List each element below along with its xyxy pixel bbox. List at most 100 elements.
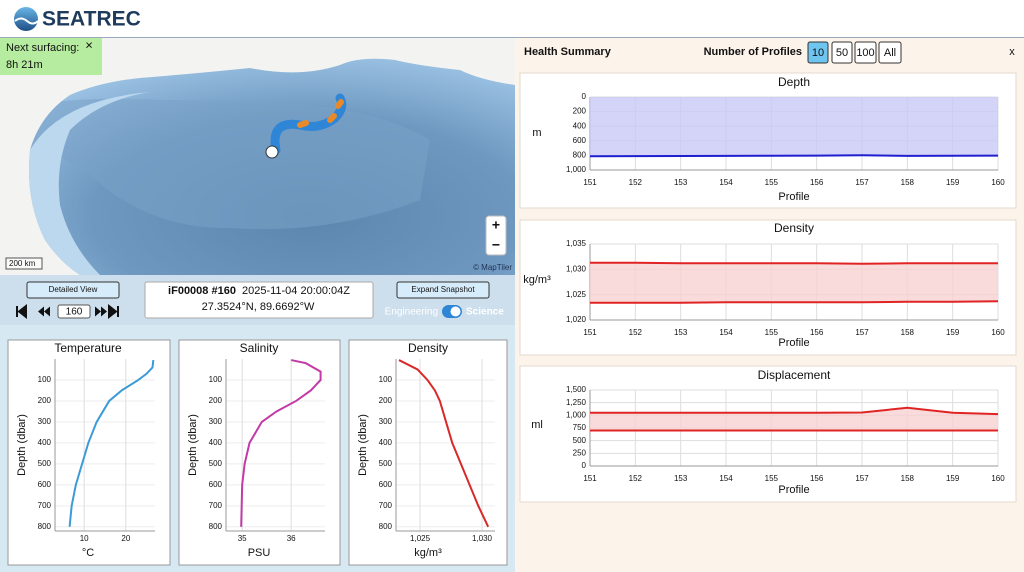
x-tick-label: 154 (719, 328, 733, 337)
y-axis-label: m (532, 127, 541, 139)
next-surfacing-value: 8h 21m (6, 59, 43, 71)
y-tick-label: 1,250 (566, 398, 587, 407)
chart: Temperature Depth (dbar) °C 100 200 300 400 500… (7, 339, 171, 566)
chart-panel (519, 365, 1017, 503)
float-track (270, 93, 347, 155)
shelf (0, 98, 430, 230)
prev-button[interactable] (38, 306, 50, 317)
logo (14, 7, 38, 31)
x-tick-label: 159 (946, 328, 960, 337)
header: SEATREC (14, 7, 141, 31)
y-tick-label: 100 (379, 375, 393, 384)
x-tick-label: 1,025 (410, 534, 431, 543)
y-tick-label: 700 (38, 501, 52, 510)
expand-snapshot-button[interactable] (396, 281, 490, 299)
x-tick-label: 153 (674, 474, 688, 483)
x-tick-label: 154 (719, 178, 733, 187)
y-tick-label: 700 (209, 501, 223, 510)
y-tick-label: 300 (38, 417, 52, 426)
health-close[interactable]: x (1009, 46, 1015, 58)
health-title: Health Summary (524, 46, 612, 58)
x-axis-label: °C (82, 547, 94, 559)
logo-wave (14, 17, 39, 25)
x-tick-label: 157 (855, 328, 869, 337)
y-tick-label: 1,500 (566, 385, 587, 394)
timestamp: 2025-11-04 20:00:04Z (242, 285, 350, 297)
chart-title: Density (774, 221, 814, 235)
zoom-out[interactable]: − (492, 237, 500, 253)
next-surfacing-label: Next surfacing: (6, 42, 79, 54)
x-tick-label: 152 (629, 328, 643, 337)
x-tick-label: 35 (238, 534, 247, 543)
y-axis-label: Depth (dbar) (16, 414, 28, 476)
profiles-option-button[interactable] (831, 41, 853, 64)
x-tick-label: 158 (901, 178, 915, 187)
position: 27.3524°N, 89.6692°W (202, 301, 315, 313)
x-tick-label: 155 (765, 178, 779, 187)
y-tick-label: 0 (582, 92, 587, 101)
y-tick-label: 500 (209, 459, 223, 468)
y-tick-label: 100 (38, 375, 52, 384)
x-tick-label: 156 (810, 178, 824, 187)
zoom-in[interactable]: + (492, 217, 500, 233)
mode-engineering: Engineering (385, 307, 438, 318)
toggle-knob (450, 306, 461, 317)
profile-line (240, 359, 322, 527)
profiles-option-button[interactable] (807, 41, 829, 64)
x-tick-label: 157 (855, 178, 869, 187)
y-tick-label: 200 (38, 396, 52, 405)
brand: SEATREC (42, 8, 141, 31)
x-tick-label: 160 (991, 474, 1005, 483)
coastal-water (29, 92, 150, 275)
x-tick-label: 10 (80, 534, 89, 543)
first-button[interactable] (16, 303, 27, 320)
y-tick-label: 1,000 (566, 410, 587, 419)
y-axis-label: Depth (dbar) (357, 414, 369, 476)
y-tick-label: 600 (379, 480, 393, 489)
chart-title: Salinity (240, 341, 279, 355)
chart: Depth m Profile 0 200 400 600 800 1,000 151 152 153… (519, 72, 1017, 209)
next-button[interactable] (95, 306, 107, 317)
x-axis-label: PSU (248, 547, 271, 559)
profile-number: 160 (66, 307, 83, 318)
float-marker[interactable] (265, 145, 279, 159)
area-fill (590, 97, 998, 157)
chart-title: Displacement (758, 368, 831, 382)
profiles-option-label: 10 (812, 47, 824, 59)
x-tick-label: 156 (810, 474, 824, 483)
map[interactable]: Next surfacing: 8h 21m × + − 200 km © Ma… (0, 37, 515, 275)
y-tick-label: 600 (38, 480, 52, 489)
x-tick-label: 153 (674, 178, 688, 187)
x-tick-label: 151 (583, 474, 597, 483)
y-tick-label: 700 (379, 501, 393, 510)
x-tick-label: 152 (629, 178, 643, 187)
profiles-option-label: 50 (836, 47, 848, 59)
y-tick-label: 1,000 (566, 165, 587, 174)
chart-panel (178, 339, 341, 566)
y-tick-label: 500 (38, 459, 52, 468)
profile-line (68, 359, 155, 527)
series-line (590, 261, 998, 265)
mode-science: Science (466, 307, 504, 318)
zoom-control (485, 215, 507, 256)
x-tick-label: 160 (991, 178, 1005, 187)
x-tick-label: 151 (583, 328, 597, 337)
detailed-view-label: Detailed View (49, 285, 98, 294)
x-tick-label: 152 (629, 474, 643, 483)
last-button[interactable] (108, 303, 119, 320)
detailed-view-button[interactable] (26, 281, 120, 299)
y-tick-label: 500 (379, 459, 393, 468)
attribution[interactable]: © MapTiler (473, 263, 512, 272)
x-tick-label: 155 (765, 328, 779, 337)
close-surfacing[interactable]: × (85, 37, 93, 52)
y-tick-label: 400 (379, 438, 393, 447)
track-highlights (297, 99, 344, 128)
x-tick-label: 160 (991, 328, 1005, 337)
profiles-option-label: 100 (856, 47, 874, 59)
profile-input[interactable] (57, 304, 91, 319)
profiles-option-button[interactable] (854, 41, 877, 64)
scale-bar (5, 257, 43, 270)
profiles-option-button[interactable] (878, 41, 902, 64)
x-tick-label: 159 (946, 178, 960, 187)
chart: Salinity Depth (dbar) PSU 100 200 300 400 500 60… (178, 339, 341, 566)
